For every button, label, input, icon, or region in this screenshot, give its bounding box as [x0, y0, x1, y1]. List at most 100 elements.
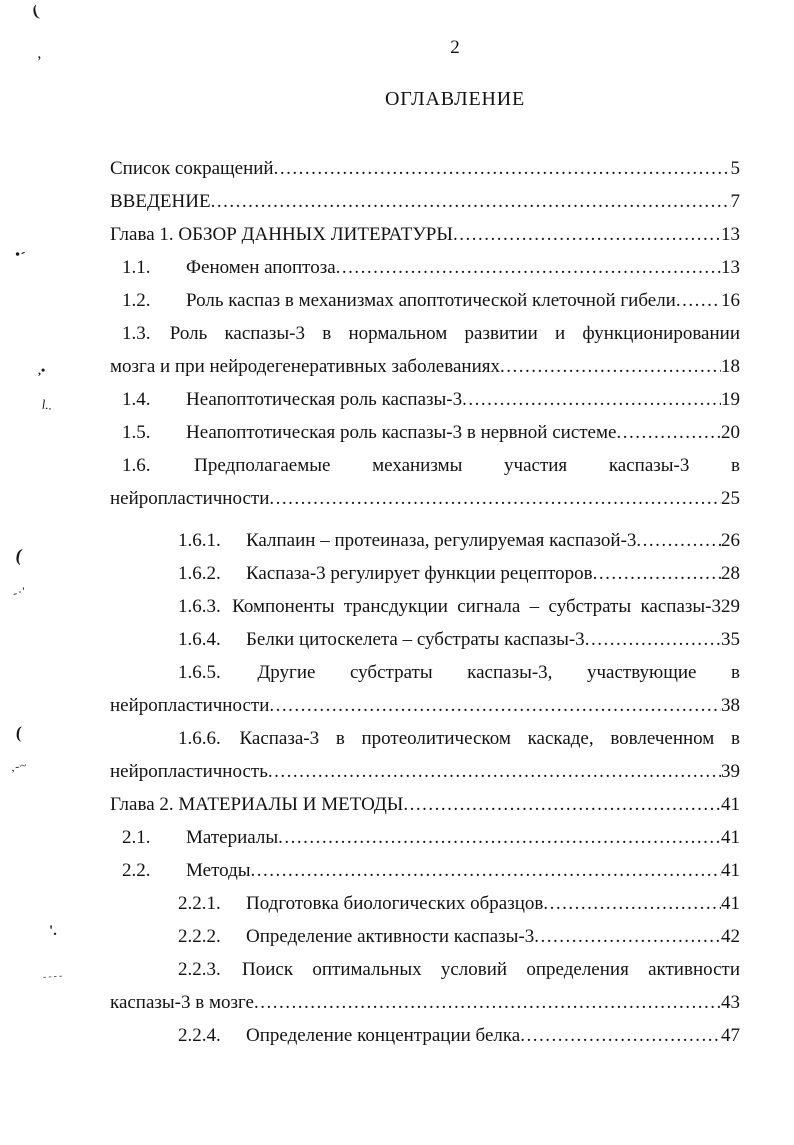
- entry-number: 1.6.6.: [178, 728, 221, 749]
- dot-leader: [403, 788, 721, 821]
- entry-title: Каспаза-3 в протеолитическом каскаде, во…: [239, 728, 740, 749]
- dot-leader: [520, 1019, 721, 1052]
- ink-mark: ,•: [38, 363, 46, 377]
- dot-leader: [254, 986, 721, 1019]
- entry-number: 1.5.: [122, 422, 151, 443]
- entry-page: 29: [721, 596, 741, 617]
- toc-entry-1-6: 1.6. Предполагаемые механизмы участия ка…: [110, 449, 740, 515]
- ink-mark: (: [15, 722, 23, 743]
- entry-title: Роль каспаз в механизмах апоптотической …: [186, 290, 676, 311]
- dot-leader: [269, 689, 721, 722]
- entry-title: Предполагаемые механизмы участия каспазы…: [194, 455, 740, 476]
- toc-entry-1-6-5: 1.6.5. Другие субстраты каспазы-3, участ…: [110, 656, 740, 722]
- ink-mark: ,: [36, 44, 42, 63]
- entry-title: Компоненты трансдукции сигнала – субстра…: [232, 596, 722, 617]
- entry-number: 2.2.1.: [178, 893, 221, 914]
- toc-entry-1-6-4: 1.6.4. Белки цитоскелета – субстраты касп…: [110, 623, 740, 656]
- dot-leader: [636, 524, 721, 557]
- entry-title-continuation: нейропластичности: [110, 695, 270, 716]
- ink-mark: (: [30, 2, 41, 21]
- toc-entry-1-2: 1.2. Роль каспаз в механизмах апоптотичес…: [110, 284, 740, 317]
- entry-page: 41: [721, 893, 740, 914]
- entry-title-continuation: мозга и при нейродегенеративных заболева…: [110, 356, 500, 377]
- entry-number: 1.2.: [122, 290, 151, 311]
- toc-entry-2-2-4: 2.2.4. Определение концентрации белка 47: [110, 1019, 740, 1052]
- toc-entry-1-6-2: 1.6.2. Каспаза-3 регулирует функции рецеп…: [110, 557, 740, 590]
- entry-page: 43: [721, 992, 740, 1013]
- toc-entry-2-2-3: 2.2.3. Поиск оптимальных условий определ…: [110, 953, 740, 1019]
- entry-page: 26: [721, 530, 740, 551]
- entry-title: Каспаза-3 регулирует функции рецепторов: [246, 563, 593, 584]
- entry-page: 13: [721, 257, 740, 278]
- entry-title-continuation: нейропластичность: [110, 761, 268, 782]
- dot-leader: [616, 416, 721, 449]
- ink-mark: ----: [42, 970, 65, 983]
- entry-number: 2.2.4.: [178, 1025, 221, 1046]
- toc-entry-abbreviations: Список сокращений 5: [110, 152, 740, 185]
- dot-leader: [543, 887, 721, 920]
- entry-page: 41: [721, 794, 740, 815]
- entry-title: Глава 1. ОБЗОР ДАННЫХ ЛИТЕРАТУРЫ: [110, 224, 453, 245]
- toc-entry-1-3: 1.3. Роль каспазы-3 в нормальном развити…: [110, 317, 740, 383]
- toc-entry-chapter-2: Глава 2. МАТЕРИАЛЫ И МЕТОДЫ 41: [110, 788, 740, 821]
- entry-page: 25: [721, 488, 740, 509]
- dot-leader: [593, 557, 721, 590]
- dot-leader: [268, 755, 721, 788]
- entry-title: Роль каспазы-3 в нормальном развитии и ф…: [169, 323, 740, 344]
- entry-page: 28: [721, 563, 740, 584]
- dot-leader: [269, 482, 721, 515]
- entry-number: 2.1.: [122, 827, 151, 848]
- entry-title: Список сокращений: [110, 158, 274, 179]
- entry-number: 2.2.2.: [178, 926, 221, 947]
- dot-leader: [278, 821, 721, 854]
- entry-title: Материалы: [186, 827, 279, 848]
- entry-title: Поиск оптимальных условий определения ак…: [242, 959, 740, 980]
- entry-number: 1.6.2.: [178, 563, 221, 584]
- page-title: ОГЛАВЛЕНИЕ: [385, 88, 525, 110]
- entry-page: 41: [721, 827, 740, 848]
- dot-leader: [500, 350, 721, 383]
- toc-entry-1-6-3: 1.6.3. Компоненты трансдукции сигнала – …: [110, 590, 740, 623]
- toc-entry-introduction: ВВЕДЕНИЕ 7: [110, 185, 740, 218]
- entry-number: 1.3.: [122, 323, 151, 344]
- dot-leader: [274, 152, 731, 185]
- dot-leader: [211, 185, 731, 218]
- entry-page: 20: [721, 422, 740, 443]
- entry-page: 35: [721, 629, 740, 650]
- ink-mark: -·': [11, 583, 28, 601]
- toc-entry-1-6-6: 1.6.6. Каспаза-3 в протеолитическом каск…: [110, 722, 740, 788]
- page-number: 2: [450, 37, 460, 58]
- dot-leader: [462, 383, 721, 416]
- entry-page: 47: [721, 1025, 740, 1046]
- entry-title: Феномен апоптоза: [186, 257, 336, 278]
- entry-title: Белки цитоскелета – субстраты каспазы-3: [246, 629, 585, 650]
- toc-entry-1-1: 1.1. Феномен апоптоза 13: [110, 251, 740, 284]
- toc-entry-2-2: 2.2. Методы 41: [110, 854, 740, 887]
- entry-page: 42: [721, 926, 740, 947]
- toc-entry-2-2-1: 2.2.1. Подготовка биологических образцов 4…: [110, 887, 740, 920]
- entry-number: 1.6.: [122, 455, 151, 476]
- entry-page: 39: [721, 761, 740, 782]
- dot-leader: [251, 854, 721, 887]
- entry-title: Глава 2. МАТЕРИАЛЫ И МЕТОДЫ: [110, 794, 404, 815]
- entry-title-continuation: каспазы-3 в мозге: [110, 992, 254, 1013]
- toc-entry-2-2-2: 2.2.2. Определение активности каспазы-3 42: [110, 920, 740, 953]
- ink-mark: ,-~: [10, 757, 29, 775]
- toc-entry-2-1: 2.1. Материалы 41: [110, 821, 740, 854]
- ink-mark: '.: [49, 923, 57, 939]
- entry-title: Неапоптотическая роль каспазы-3 в нервно…: [186, 422, 617, 443]
- entry-page: 5: [730, 158, 741, 179]
- toc-entry-1-4: 1.4. Неапоптотическая роль каспазы-3 19: [110, 383, 740, 416]
- entry-page: 13: [721, 224, 740, 245]
- entry-number: 2.2.: [122, 860, 151, 881]
- dot-leader: [453, 218, 721, 251]
- ink-mark: l..: [41, 396, 54, 413]
- entry-title: ВВЕДЕНИЕ: [110, 191, 211, 212]
- entry-page: 41: [721, 860, 740, 881]
- toc-entry-1-6-1: 1.6.1. Калпаин – протеиназа, регулируемая…: [110, 524, 740, 557]
- entry-number: 1.6.4.: [178, 629, 221, 650]
- entry-page: 19: [721, 389, 740, 410]
- ink-mark: •-: [12, 243, 29, 262]
- table-of-contents: Список сокращений 5 ВВЕДЕНИЕ 7 Глава 1. ОБ…: [110, 152, 740, 1052]
